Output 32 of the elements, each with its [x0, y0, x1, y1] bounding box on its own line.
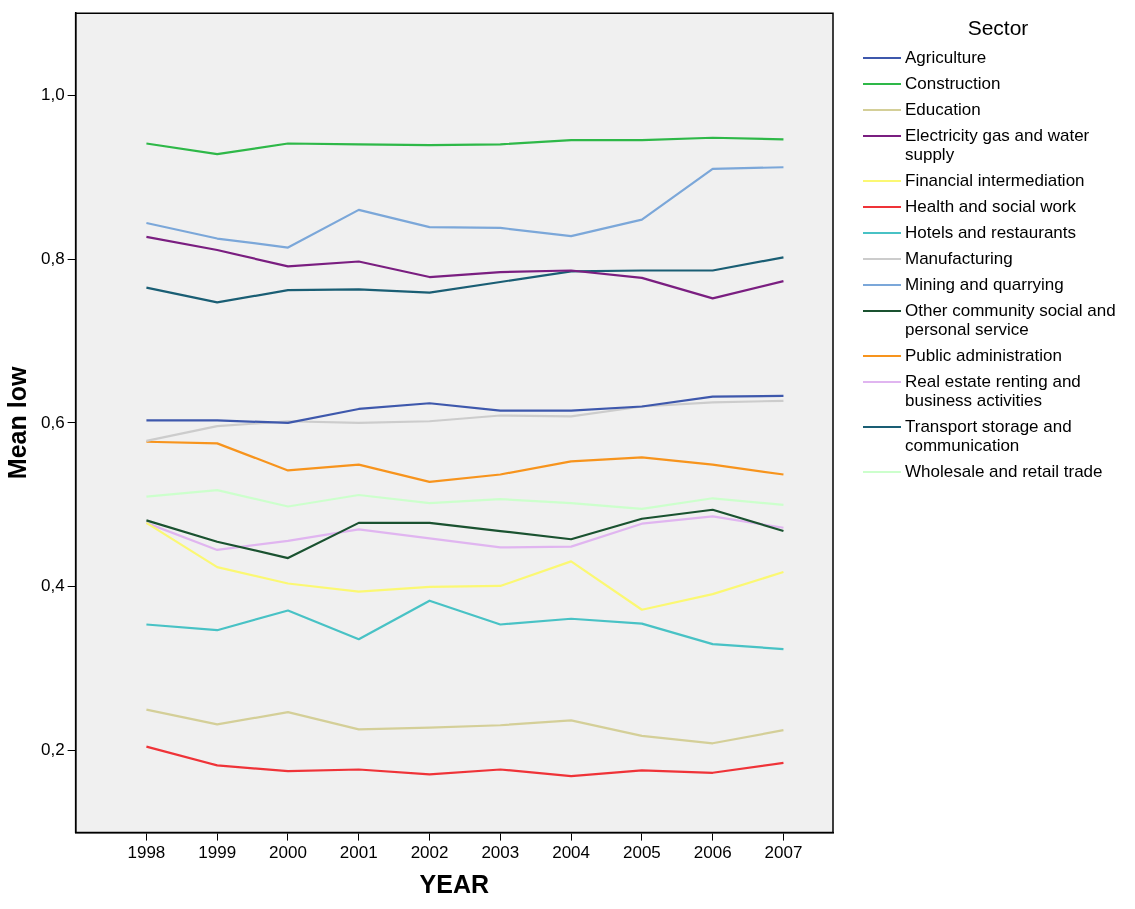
legend-label: Mining and quarrying — [905, 275, 1064, 294]
legend-label: Public administration — [905, 346, 1062, 365]
legend-label: Wholesale and retail trade — [905, 462, 1103, 481]
legend-label: Real estate renting and business activities — [905, 372, 1082, 410]
legend-label: Manufacturing — [905, 249, 1013, 268]
x-tick-label: 2005 — [622, 843, 661, 863]
legend-label: Construction — [905, 74, 1001, 93]
legend-label: Health and social work — [905, 197, 1077, 216]
x-tick-label: 2004 — [552, 843, 591, 863]
x-tick-label: 1999 — [198, 843, 237, 863]
x-tick-label: 2002 — [410, 843, 449, 863]
legend-label: Financial intermediation — [905, 171, 1085, 190]
legend-label: Agriculture — [905, 48, 987, 67]
x-axis-title: YEAR — [419, 869, 490, 898]
x-tick-label: 2006 — [693, 843, 732, 863]
x-tick-label: 2007 — [764, 843, 803, 863]
y-tick-label: 0,6 — [40, 412, 65, 432]
legend-label: Hotels and restaurants — [905, 223, 1077, 242]
y-tick-label: 0,2 — [40, 740, 65, 760]
y-tick-label: 0,8 — [40, 248, 65, 268]
x-tick-label: 2000 — [269, 843, 307, 863]
legend-label: Electricity gas and water supply — [905, 126, 1091, 164]
x-tick-label: 2001 — [339, 843, 378, 863]
x-tick-label: 1998 — [127, 843, 166, 863]
x-tick-label: 2003 — [481, 843, 520, 863]
legend-label: Education — [905, 100, 981, 119]
legend-label: Other community social and personal service — [905, 301, 1117, 339]
y-axis-title: Mean low — [2, 366, 31, 480]
legend-title: Sector — [966, 16, 1030, 40]
legend-label: Transport storage and communication — [905, 417, 1073, 455]
y-tick-label: 0,4 — [40, 576, 65, 596]
y-tick-label: 1,0 — [40, 84, 65, 104]
